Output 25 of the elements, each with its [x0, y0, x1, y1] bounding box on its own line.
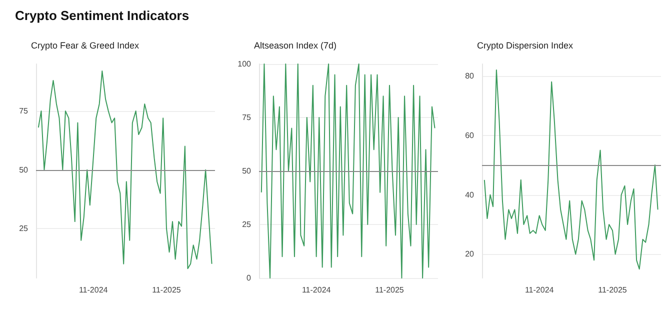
x-tick-label: 11-2024 — [524, 286, 554, 294]
chart-title: Crypto Sentiment Indicators — [15, 8, 190, 23]
chart-subtitle: Altseason Index (7d) — [254, 40, 337, 50]
y-tick-label: 40 — [465, 190, 475, 200]
y-tick-label: 80 — [465, 71, 475, 80]
y-tick-label: 75 — [242, 113, 252, 122]
y-tick-label: 50 — [19, 165, 29, 174]
x-tick-label: 11-2025 — [375, 286, 404, 294]
x-tick-label: 11-2025 — [152, 286, 182, 294]
y-tick-label: 50 — [242, 166, 252, 176]
y-tick-label: 20 — [465, 250, 475, 259]
chart-subtitle: Crypto Dispersion Index — [477, 40, 574, 50]
y-tick-label: 25 — [19, 224, 29, 234]
y-tick-label: 75 — [19, 106, 29, 116]
x-tick-label: 11-2025 — [598, 286, 628, 294]
y-tick-label: 25 — [242, 220, 252, 229]
line-series — [260, 64, 436, 278]
chart-subtitle: Crypto Fear & Greed Index — [31, 40, 140, 50]
y-tick-label: 60 — [465, 130, 475, 140]
line-series — [38, 70, 212, 270]
x-tick-label: 11-2024 — [302, 286, 332, 294]
x-tick-label: 11-2024 — [78, 286, 108, 294]
y-tick-label: 100 — [238, 60, 252, 68]
line-series — [484, 69, 658, 270]
y-tick-label: 0 — [246, 274, 252, 282]
